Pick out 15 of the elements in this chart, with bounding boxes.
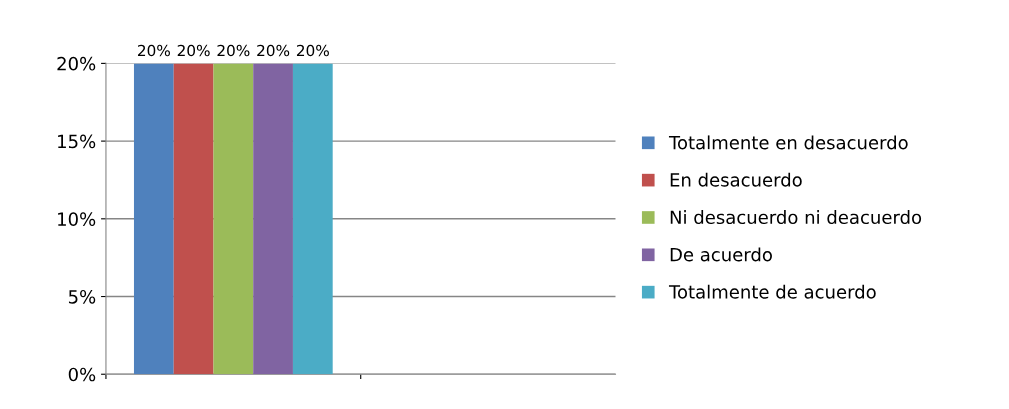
data-label: 20% (217, 44, 250, 57)
legend-label: Totalmente en desacuerdo (668, 135, 908, 150)
data-label: 20% (137, 44, 170, 57)
legend-label: Totalmente de acuerdo (668, 284, 876, 299)
y-tick-label: 20% (57, 56, 96, 71)
y-tick-label: 15% (58, 134, 96, 149)
data-label: 20% (177, 44, 210, 57)
legend-label: De acuerdo (670, 247, 772, 262)
y-tick-label: 0% (68, 367, 96, 382)
y-tick-label: 5% (68, 289, 96, 304)
legend-label: En desacuerdo (670, 172, 802, 187)
data-label: 20% (296, 44, 329, 57)
data-label: 20% (257, 44, 290, 57)
y-tick-label: 10% (58, 212, 96, 226)
legend-label: Ni desacuerdo ni deacuerdo (670, 210, 922, 225)
